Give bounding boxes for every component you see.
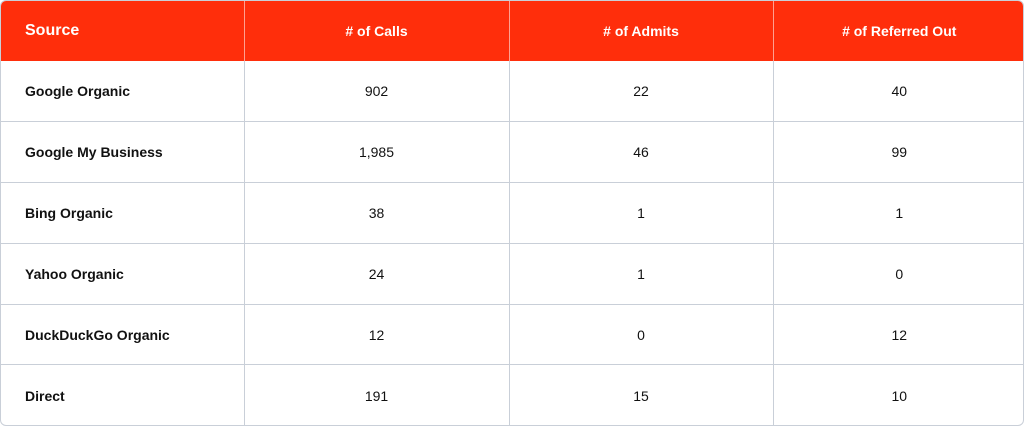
cell-calls: 191 bbox=[244, 364, 510, 425]
cell-source: Yahoo Organic bbox=[1, 243, 245, 305]
cell-admits: 1 bbox=[509, 182, 774, 244]
table-row: Yahoo Organic 24 1 0 bbox=[1, 243, 1023, 305]
header-calls: # of Calls bbox=[244, 1, 510, 61]
cell-calls: 1,985 bbox=[244, 121, 510, 184]
cell-source: Google Organic bbox=[1, 61, 245, 123]
table-row: DuckDuckGo Organic 12 0 12 bbox=[1, 304, 1023, 366]
cell-calls: 24 bbox=[244, 243, 510, 305]
cell-admits: 15 bbox=[509, 364, 774, 425]
cell-calls: 38 bbox=[244, 182, 510, 244]
cell-admits: 0 bbox=[509, 304, 774, 366]
cell-admits: 1 bbox=[509, 243, 774, 305]
cell-referred-out: 40 bbox=[773, 61, 1023, 123]
cell-referred-out: 99 bbox=[773, 121, 1023, 184]
table-row: Google Organic 902 22 40 bbox=[1, 61, 1023, 123]
table-row: Bing Organic 38 1 1 bbox=[1, 182, 1023, 244]
header-row: Source # of Calls # of Admits # of Refer… bbox=[1, 1, 1023, 61]
cell-referred-out: 1 bbox=[773, 182, 1023, 244]
header-source: Source bbox=[1, 1, 245, 61]
cell-referred-out: 10 bbox=[891, 387, 908, 404]
cell-source: Bing Organic bbox=[1, 182, 245, 244]
table-row: Direct 191 15 10 bbox=[1, 364, 1023, 425]
cell-referred-out: 0 bbox=[773, 243, 1023, 305]
table-header: Source # of Calls # of Admits # of Refer… bbox=[1, 1, 1023, 61]
cell-admits: 22 bbox=[509, 61, 774, 123]
cell-referred-out: 12 bbox=[773, 304, 1023, 366]
cell-admits: 46 bbox=[509, 121, 774, 184]
header-referred-out: # of Referred Out bbox=[842, 23, 957, 39]
cell-calls: 902 bbox=[244, 61, 510, 123]
cell-source: DuckDuckGo Organic bbox=[1, 304, 245, 366]
cell-calls: 12 bbox=[244, 304, 510, 366]
cell-source: Direct bbox=[1, 364, 245, 425]
cell-source: Google My Business bbox=[1, 121, 245, 184]
table-body: Google Organic 902 22 40 Google My Busin… bbox=[1, 61, 1023, 425]
table-row: Google My Business 1,985 46 99 bbox=[1, 121, 1023, 184]
header-admits: # of Admits bbox=[509, 1, 774, 61]
